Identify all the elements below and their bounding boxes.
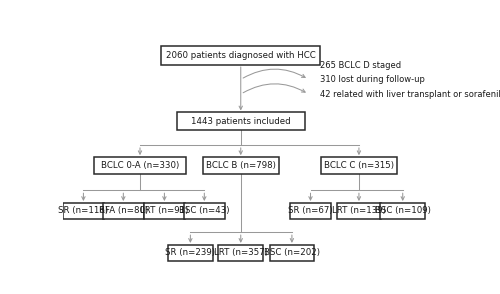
Text: 42 related with liver transplant or sorafenib only: 42 related with liver transplant or sora…: [320, 90, 500, 99]
FancyBboxPatch shape: [380, 203, 425, 219]
FancyBboxPatch shape: [290, 203, 331, 219]
Text: BSC (n=43): BSC (n=43): [179, 206, 230, 215]
FancyBboxPatch shape: [270, 245, 314, 260]
Text: BSC (n=109): BSC (n=109): [375, 206, 430, 215]
Text: BCLC C (n=315): BCLC C (n=315): [324, 161, 394, 170]
Text: RFA (n=80): RFA (n=80): [98, 206, 148, 215]
FancyBboxPatch shape: [184, 203, 224, 219]
Text: 310 lost during follow-up: 310 lost during follow-up: [320, 75, 425, 84]
Text: LRT (n=357): LRT (n=357): [214, 248, 268, 257]
Text: BCLC B (n=798): BCLC B (n=798): [206, 161, 276, 170]
FancyBboxPatch shape: [218, 245, 263, 260]
Text: SR (n=239): SR (n=239): [166, 248, 216, 257]
FancyBboxPatch shape: [177, 112, 304, 130]
FancyBboxPatch shape: [144, 203, 185, 219]
Text: 1443 patients included: 1443 patients included: [191, 117, 290, 126]
FancyBboxPatch shape: [336, 203, 381, 219]
Text: BSC (n=202): BSC (n=202): [264, 248, 320, 257]
FancyBboxPatch shape: [321, 157, 396, 174]
Text: 2060 patients diagnosed with HCC: 2060 patients diagnosed with HCC: [166, 51, 316, 60]
Text: LRT (n=91): LRT (n=91): [140, 206, 188, 215]
Text: BCLC 0-A (n=330): BCLC 0-A (n=330): [101, 161, 179, 170]
FancyBboxPatch shape: [203, 157, 278, 174]
Text: SR (n=67): SR (n=67): [288, 206, 333, 215]
FancyBboxPatch shape: [94, 157, 186, 174]
FancyBboxPatch shape: [162, 46, 320, 65]
Text: 265 BCLC D staged: 265 BCLC D staged: [320, 61, 402, 70]
FancyBboxPatch shape: [168, 245, 212, 260]
FancyBboxPatch shape: [103, 203, 144, 219]
Text: SR (n=116): SR (n=116): [58, 206, 108, 215]
Text: LRT (n=139): LRT (n=139): [332, 206, 386, 215]
FancyBboxPatch shape: [63, 203, 104, 219]
